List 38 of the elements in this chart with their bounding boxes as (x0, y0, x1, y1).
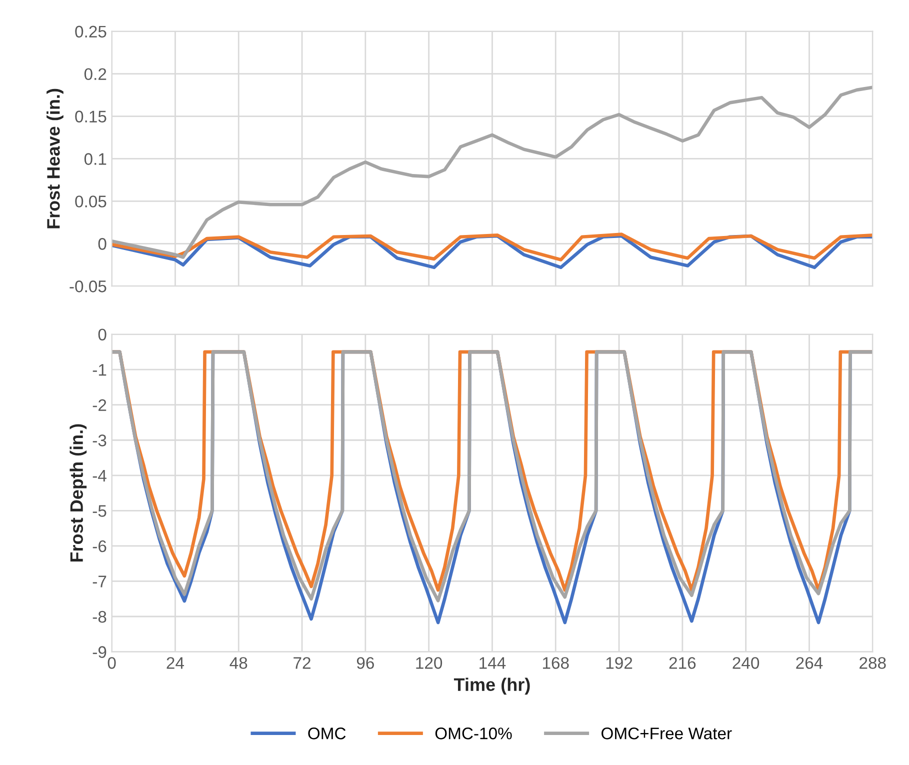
y-tick-label: -7 (92, 576, 106, 588)
y-tick-label: 0.1 (84, 153, 106, 165)
y-tick-label: -6 (92, 540, 106, 552)
y-tick-label: -5 (92, 505, 106, 517)
x-tick-label: 48 (230, 657, 248, 669)
y-tick-label: -2 (92, 399, 106, 411)
y-tick-label: -9 (92, 646, 106, 658)
x-tick-label: 0 (108, 657, 116, 669)
y-tick-label: -0.05 (70, 280, 106, 292)
y-tick-label: -3 (92, 434, 106, 446)
y-tick-label: -8 (92, 610, 106, 623)
line-series (112, 86, 873, 259)
x-tick-label: 144 (480, 657, 506, 669)
x-tick-label: 240 (732, 657, 760, 669)
x-tick-label: 192 (606, 657, 632, 669)
y-tick-label: 0 (98, 238, 106, 250)
y-tick-label: 0 (98, 328, 106, 341)
x-tick-label: 72 (294, 657, 310, 669)
x-tick-label: 288 (860, 657, 886, 669)
y-tick-label: -4 (92, 470, 106, 482)
line-series (112, 232, 873, 262)
legend-label: OMC+Free Water (602, 728, 732, 740)
x-tick-label: 120 (416, 657, 442, 669)
y-axis-title: Frost Depth (in.) (70, 424, 87, 562)
y-tick-label: 0.15 (75, 110, 106, 122)
y-axis-title: Frost Heave (in.) (46, 88, 64, 228)
x-tick-label: 216 (669, 657, 696, 669)
y-tick-label: -1 (92, 364, 106, 376)
x-tick-label: 96 (356, 657, 374, 669)
x-axis-title: Time (hr) (454, 678, 530, 695)
x-tick-label: 264 (796, 657, 823, 669)
legend-label: OMC (308, 728, 346, 740)
y-tick-label: 0.25 (75, 26, 106, 38)
legend-label: OMC-10% (435, 728, 512, 740)
x-tick-label: 24 (166, 657, 184, 669)
y-tick-label: 0.2 (84, 68, 106, 80)
x-tick-label: 168 (542, 657, 569, 669)
y-tick-label: 0.05 (75, 196, 106, 208)
